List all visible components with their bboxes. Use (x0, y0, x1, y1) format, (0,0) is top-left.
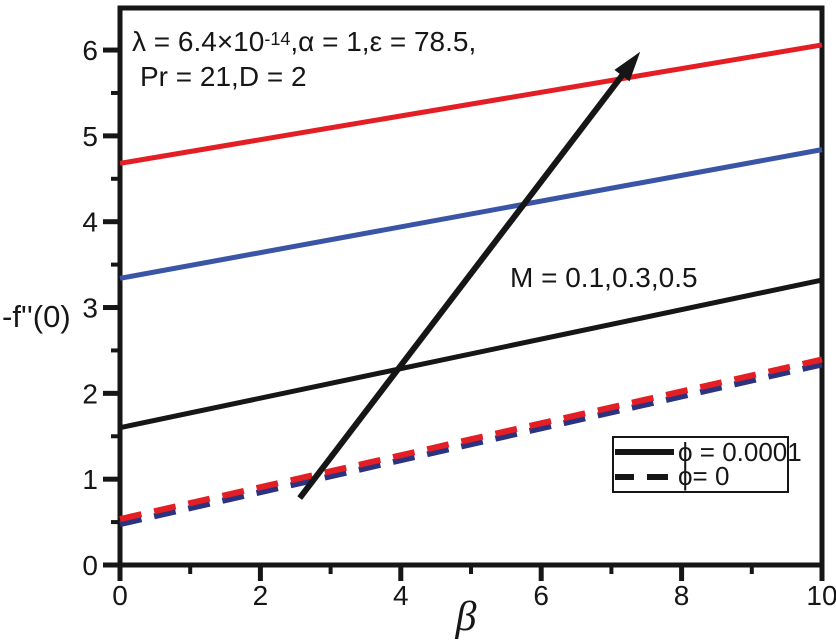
y-tick-label: 2 (82, 378, 98, 409)
y-tick-label: 4 (82, 207, 98, 238)
series-line-phi0-red-dashed (119, 356, 823, 523)
x-tick-label: 2 (253, 580, 269, 611)
parameter-annotation-line2: Pr = 21,D = 2 (140, 61, 307, 92)
param-text-pre: λ = 6.4×10 (132, 26, 265, 57)
x-tick-label: 6 (533, 580, 549, 611)
dash-gap (634, 474, 647, 480)
y-tick-label: 3 (82, 293, 98, 324)
legend-item-phi-0: ϕ= 0 (615, 461, 787, 491)
series-line-m03-blue-solid (119, 147, 823, 281)
dash-swatch (647, 473, 668, 480)
plot-frame (117, 5, 825, 568)
legend-label: ϕ= 0 (678, 461, 730, 492)
series-line-phi0-navy-dashed (119, 361, 823, 528)
series-line-m05-red-solid (119, 42, 823, 166)
arrow-head (614, 51, 641, 82)
x-tick-label: 10 (806, 580, 836, 611)
param-exponent: -14 (264, 29, 291, 49)
legend: ϕ = 0.0001 ϕ= 0 (612, 436, 802, 493)
dash-swatch (615, 473, 634, 480)
y-tick-label: 5 (82, 121, 98, 152)
y-axis-title: -f''(0) (2, 299, 71, 334)
x-tick-label: 4 (393, 580, 409, 611)
parameter-annotation: λ = 6.4×10-14,α = 1,ε = 78.5, Pr = 21,D … (132, 22, 476, 94)
legend-dashed-line-sample (615, 473, 674, 480)
x-axis-title: β (455, 594, 477, 640)
y-tick-label: 0 (82, 550, 98, 581)
param-text-post: ,α = 1,ε = 78.5, (290, 26, 477, 57)
x-tick-label: 0 (112, 580, 128, 611)
legend-label: ϕ = 0.0001 (678, 436, 802, 467)
m-values-annotation: M = 0.1,0.3,0.5 (510, 262, 698, 293)
x-tick-label: 8 (674, 580, 690, 611)
y-tick-label: 6 (82, 35, 98, 66)
legend-solid-line-sample (615, 449, 674, 456)
y-tick-label: 1 (82, 464, 98, 495)
series-line-m01-black-solid (119, 277, 823, 431)
solid-line-swatch (615, 449, 674, 456)
legend-item-phi-0001: ϕ = 0.0001 (615, 437, 802, 467)
arrow-shaft (297, 65, 631, 500)
parameter-annotation-line1: λ = 6.4×10-14,α = 1,ε = 78.5, (132, 22, 476, 59)
